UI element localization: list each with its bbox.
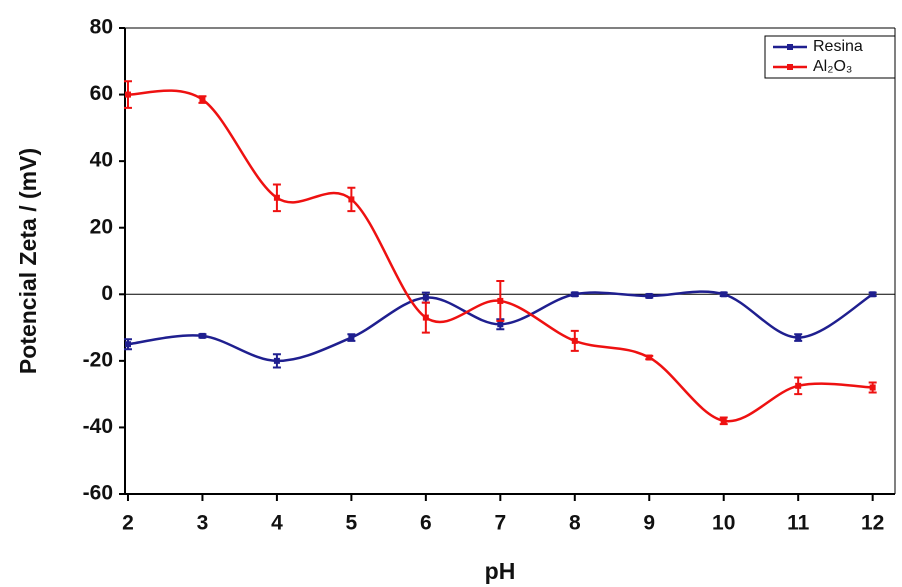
point	[124, 341, 131, 348]
point	[422, 294, 429, 301]
x-tick-label: 3	[197, 512, 209, 535]
x-tick-label: 5	[346, 512, 358, 535]
point	[199, 96, 206, 103]
point	[199, 332, 206, 339]
x-tick-label: 2	[122, 512, 134, 535]
point	[273, 194, 280, 201]
legend-marker	[787, 44, 793, 50]
y-tick-label: 20	[90, 215, 113, 238]
point	[795, 334, 802, 341]
y-tick-label: -20	[83, 348, 113, 371]
point	[497, 297, 504, 304]
point	[348, 196, 355, 203]
y-tick-label: -60	[83, 482, 113, 505]
point	[571, 337, 578, 344]
legend-label: Al₂O₃	[813, 58, 852, 75]
series-line	[127, 89, 873, 423]
point	[720, 417, 727, 424]
point	[720, 291, 727, 298]
y-axis-title: Potencial Zeta / (mV)	[15, 148, 41, 374]
x-tick-label: 11	[787, 512, 810, 535]
y-tick-label: 60	[90, 82, 113, 105]
point	[646, 292, 653, 299]
x-tick-label: 7	[494, 512, 506, 535]
point	[348, 334, 355, 341]
point	[795, 382, 802, 389]
point	[869, 384, 876, 391]
x-tick-label: 8	[569, 512, 581, 535]
x-tick-label: 9	[643, 512, 655, 535]
legend-marker	[787, 64, 793, 70]
x-tick-label: 4	[271, 512, 283, 535]
x-axis-title: pH	[485, 558, 516, 584]
y-tick-label: 0	[101, 282, 113, 305]
point	[497, 321, 504, 328]
point	[422, 314, 429, 321]
point	[124, 91, 131, 98]
point	[273, 357, 280, 364]
y-tick-label: 40	[90, 149, 113, 172]
x-tick-label: 12	[861, 512, 884, 535]
x-tick-label: 6	[420, 512, 432, 535]
legend-label: Resina	[813, 38, 863, 55]
y-tick-label: 80	[90, 16, 113, 39]
point	[646, 354, 653, 361]
point	[869, 291, 876, 298]
legend-box	[764, 35, 896, 79]
y-tick-label: -40	[83, 415, 113, 438]
point	[571, 291, 578, 298]
x-tick-label: 10	[712, 512, 735, 535]
